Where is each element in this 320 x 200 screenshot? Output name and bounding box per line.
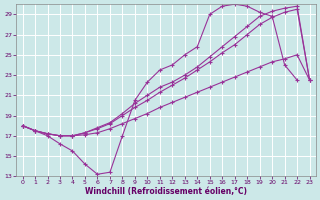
X-axis label: Windchill (Refroidissement éolien,°C): Windchill (Refroidissement éolien,°C) xyxy=(85,187,247,196)
